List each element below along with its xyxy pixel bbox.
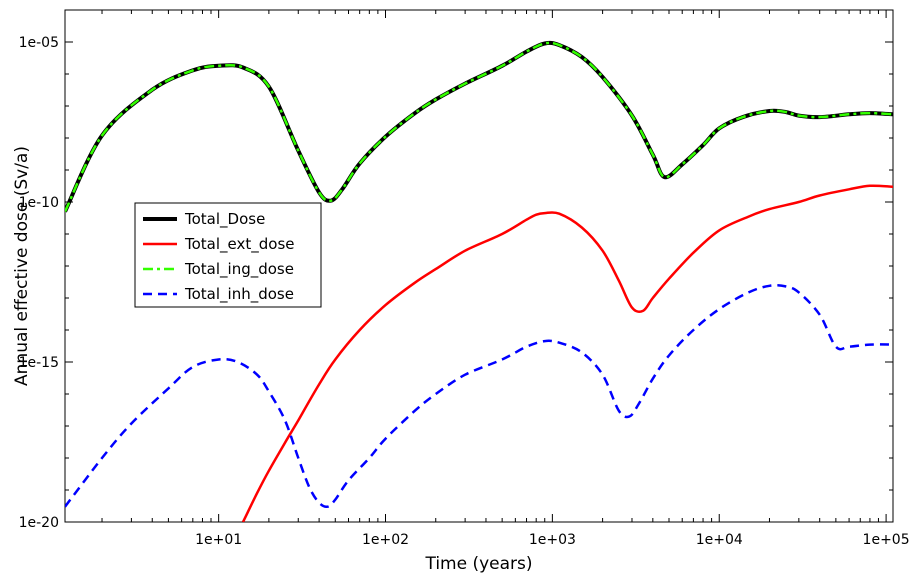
y-axis-label: Annual effective dose (Sv/a)	[12, 146, 32, 386]
series-lines	[65, 40, 893, 522]
legend-label: Total_inh_dose	[184, 285, 294, 304]
legend: Total_Dose Total_ext_dose Total_ing_dose To…	[134, 202, 322, 308]
x-tick-label: 1e+02	[362, 532, 409, 548]
series-line-total-dose	[65, 40, 893, 213]
legend-label: Total_Dose	[184, 210, 265, 229]
series-line-total-inh-dose	[65, 284, 893, 509]
x-tick-label: 1e+04	[696, 532, 743, 548]
legend-label: Total_ext_dose	[184, 235, 295, 254]
y-tick-label: 1e-05	[19, 35, 59, 51]
series-line-total-ing-dose	[65, 41, 893, 213]
x-axis-label: Time (years)	[424, 554, 532, 574]
legend-label: Total_ing_dose	[184, 260, 294, 279]
series-line-total-ext-dose	[241, 184, 893, 522]
y-tick-label: 1e-15	[19, 355, 59, 371]
x-tick-label: 1e+03	[529, 532, 576, 548]
x-tick-label: 1e+05	[863, 532, 910, 548]
y-tick-label: 1e-20	[19, 515, 59, 531]
y-tick-label: 1e-10	[19, 195, 59, 211]
x-tick-label: 1e+01	[195, 532, 242, 548]
axis-ticks: 1e+01 1e+02 1e+03 1e+04 1e+05 1e-20 1e-15 1e-10…	[19, 10, 910, 548]
